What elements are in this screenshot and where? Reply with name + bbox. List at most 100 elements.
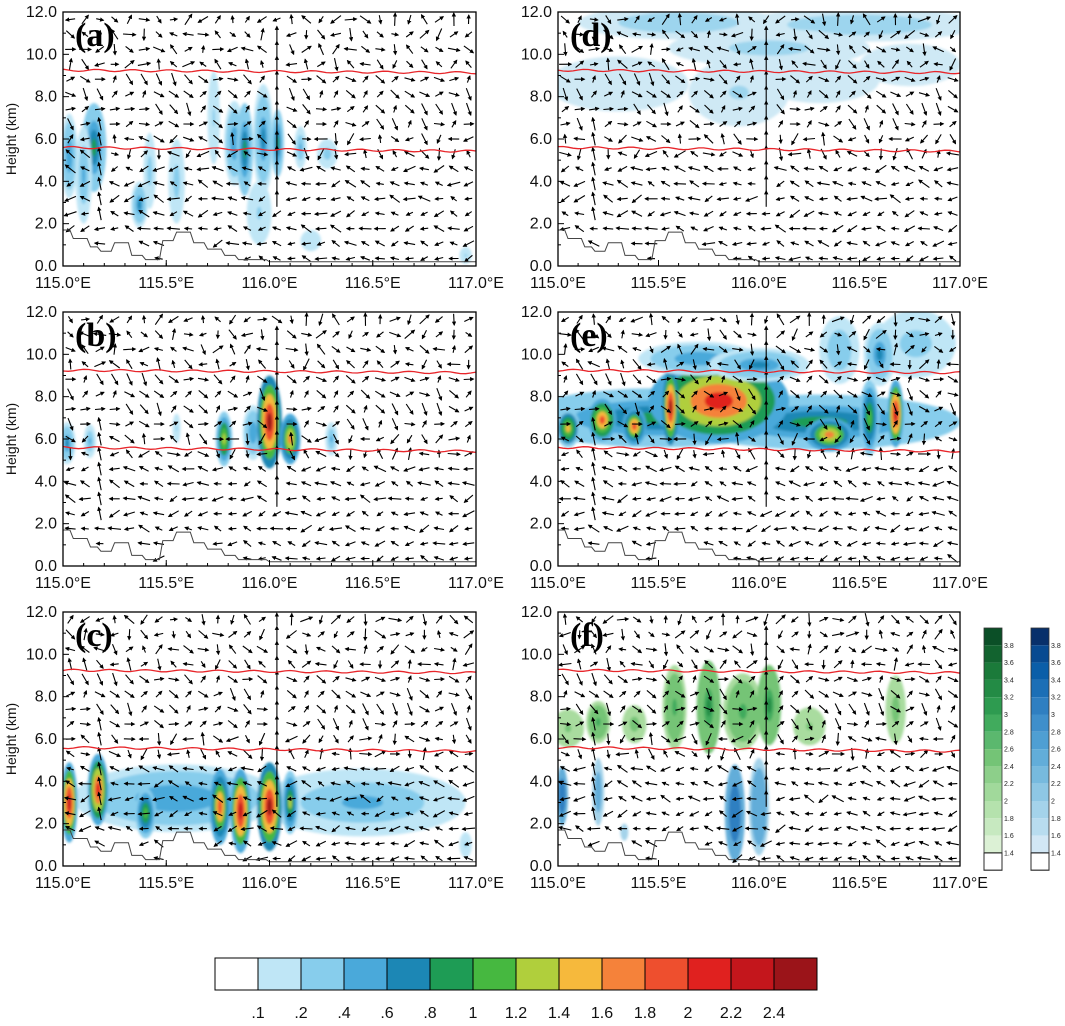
side-colorbar-swatch bbox=[984, 783, 1002, 801]
wind-arrow bbox=[703, 121, 715, 127]
wind-arrow bbox=[257, 90, 268, 98]
side-colorbar-swatch bbox=[1031, 679, 1049, 698]
wind-arrow bbox=[947, 856, 957, 861]
x-tick-label: 116.0°E bbox=[731, 275, 787, 292]
wind-arrow bbox=[240, 196, 254, 201]
wind-arrow bbox=[64, 195, 77, 202]
y-tick-label: 2.0 bbox=[530, 816, 552, 833]
wind-arrow bbox=[80, 166, 90, 172]
wind-arrow bbox=[212, 105, 224, 113]
wind-arrow bbox=[330, 15, 342, 24]
wind-arrow bbox=[243, 121, 252, 127]
wind-arrow bbox=[933, 376, 945, 382]
wind-arrow bbox=[435, 103, 443, 115]
contour-fill bbox=[256, 206, 262, 220]
wind-arrow bbox=[287, 211, 296, 216]
side-colorbar-tick-label: 1.8 bbox=[1051, 816, 1061, 823]
x-tick-label: 115.0°E bbox=[530, 575, 586, 592]
panel-label: (e) bbox=[570, 317, 608, 354]
wind-arrow bbox=[67, 118, 74, 131]
side-colorbar-swatch bbox=[984, 766, 1002, 784]
side-colorbar-swatch bbox=[1031, 714, 1049, 732]
wind-arrow bbox=[404, 77, 416, 82]
contour-fill bbox=[565, 424, 571, 433]
colorbar-tick-label: 2 bbox=[684, 1005, 693, 1022]
wind-arrow bbox=[333, 57, 339, 72]
x-tick-label: 115.0°E bbox=[530, 275, 586, 292]
wind-arrow bbox=[123, 781, 135, 786]
contour-fill bbox=[238, 802, 243, 820]
wind-arrow bbox=[272, 256, 281, 261]
wind-arrow bbox=[79, 195, 91, 202]
y-tick-label: 4.0 bbox=[35, 473, 57, 490]
wind-arrow bbox=[421, 133, 428, 146]
side-colorbar-swatch bbox=[984, 628, 1002, 646]
wind-arrow bbox=[97, 116, 102, 131]
wind-arrow bbox=[802, 226, 816, 231]
wind-arrow bbox=[363, 613, 368, 626]
wind-arrow bbox=[835, 12, 841, 26]
wind-arrow bbox=[389, 256, 400, 261]
wind-arrow bbox=[271, 240, 282, 247]
wind-arrow bbox=[183, 136, 195, 142]
wind-arrow bbox=[403, 151, 415, 157]
wind-arrow bbox=[227, 225, 238, 232]
wind-arrow bbox=[185, 150, 192, 159]
wind-arrow bbox=[256, 241, 267, 246]
wind-arrow bbox=[449, 210, 458, 217]
wind-arrow bbox=[378, 15, 383, 25]
wind-arrow bbox=[314, 211, 328, 217]
wind-arrow bbox=[317, 148, 325, 161]
wind-arrow bbox=[271, 226, 282, 231]
wind-arrow bbox=[390, 166, 399, 171]
x-tick-label: 117.0°E bbox=[932, 875, 988, 892]
x-tick-label: 115.5°E bbox=[631, 575, 687, 592]
wind-arrow bbox=[212, 239, 223, 248]
contour-fill bbox=[597, 785, 600, 799]
contour-fill bbox=[766, 697, 772, 714]
wind-arrow bbox=[153, 226, 164, 231]
wind-arrow bbox=[586, 826, 601, 832]
y-tick-label: 0.0 bbox=[530, 558, 552, 575]
wind-arrow bbox=[80, 211, 89, 216]
wind-arrow bbox=[285, 226, 297, 231]
wind-arrow bbox=[286, 120, 297, 129]
wind-arrow bbox=[303, 147, 310, 161]
colorbar-swatch bbox=[558, 957, 603, 991]
wind-arrow bbox=[140, 150, 149, 158]
contour-fill bbox=[148, 163, 151, 179]
colorbar-swatch bbox=[343, 957, 388, 991]
panel-e: 0.0 2.0 4.0 6.0 8.0 10.0 12.0 115.0°E 115.5°E 116… bbox=[521, 304, 988, 592]
wind-arrow bbox=[257, 166, 266, 172]
panel-d: 0.0 2.0 4.0 6.0 8.0 10.0 12.0 115.0°E 115.5°E 116… bbox=[521, 4, 988, 292]
side-colorbar-swatch bbox=[984, 697, 1002, 715]
contour-fill bbox=[250, 427, 256, 439]
wind-arrow bbox=[404, 721, 416, 727]
contour-fill bbox=[732, 803, 737, 823]
side-colorbar-swatch bbox=[984, 801, 1002, 819]
wind-arrow bbox=[80, 75, 91, 83]
wind-arrow bbox=[433, 76, 446, 82]
wind-arrow bbox=[81, 14, 89, 25]
wind-arrow bbox=[256, 796, 268, 802]
wind-arrow bbox=[359, 15, 372, 24]
wind-arrow bbox=[94, 62, 105, 67]
wind-arrow bbox=[390, 135, 400, 143]
wind-arrow bbox=[285, 181, 297, 186]
wind-arrow bbox=[347, 133, 355, 146]
wind-arrow bbox=[184, 13, 193, 26]
wind-arrow bbox=[361, 45, 371, 53]
wind-arrow bbox=[226, 150, 238, 158]
wind-arrow bbox=[390, 211, 399, 216]
side-colorbar-tick-label: 2 bbox=[1004, 799, 1008, 806]
wind-arrow bbox=[449, 76, 460, 82]
wind-arrow bbox=[243, 151, 251, 157]
wind-arrow bbox=[360, 256, 370, 261]
wind-arrow bbox=[348, 448, 353, 461]
colorbar-tick-label: 2.2 bbox=[720, 1005, 742, 1022]
wind-arrow bbox=[343, 240, 357, 246]
side-colorbar-tick-label: 2.8 bbox=[1051, 729, 1061, 736]
wind-arrow bbox=[269, 526, 284, 531]
x-tick-label: 116.5°E bbox=[345, 575, 401, 592]
wind-arrow bbox=[389, 181, 400, 187]
